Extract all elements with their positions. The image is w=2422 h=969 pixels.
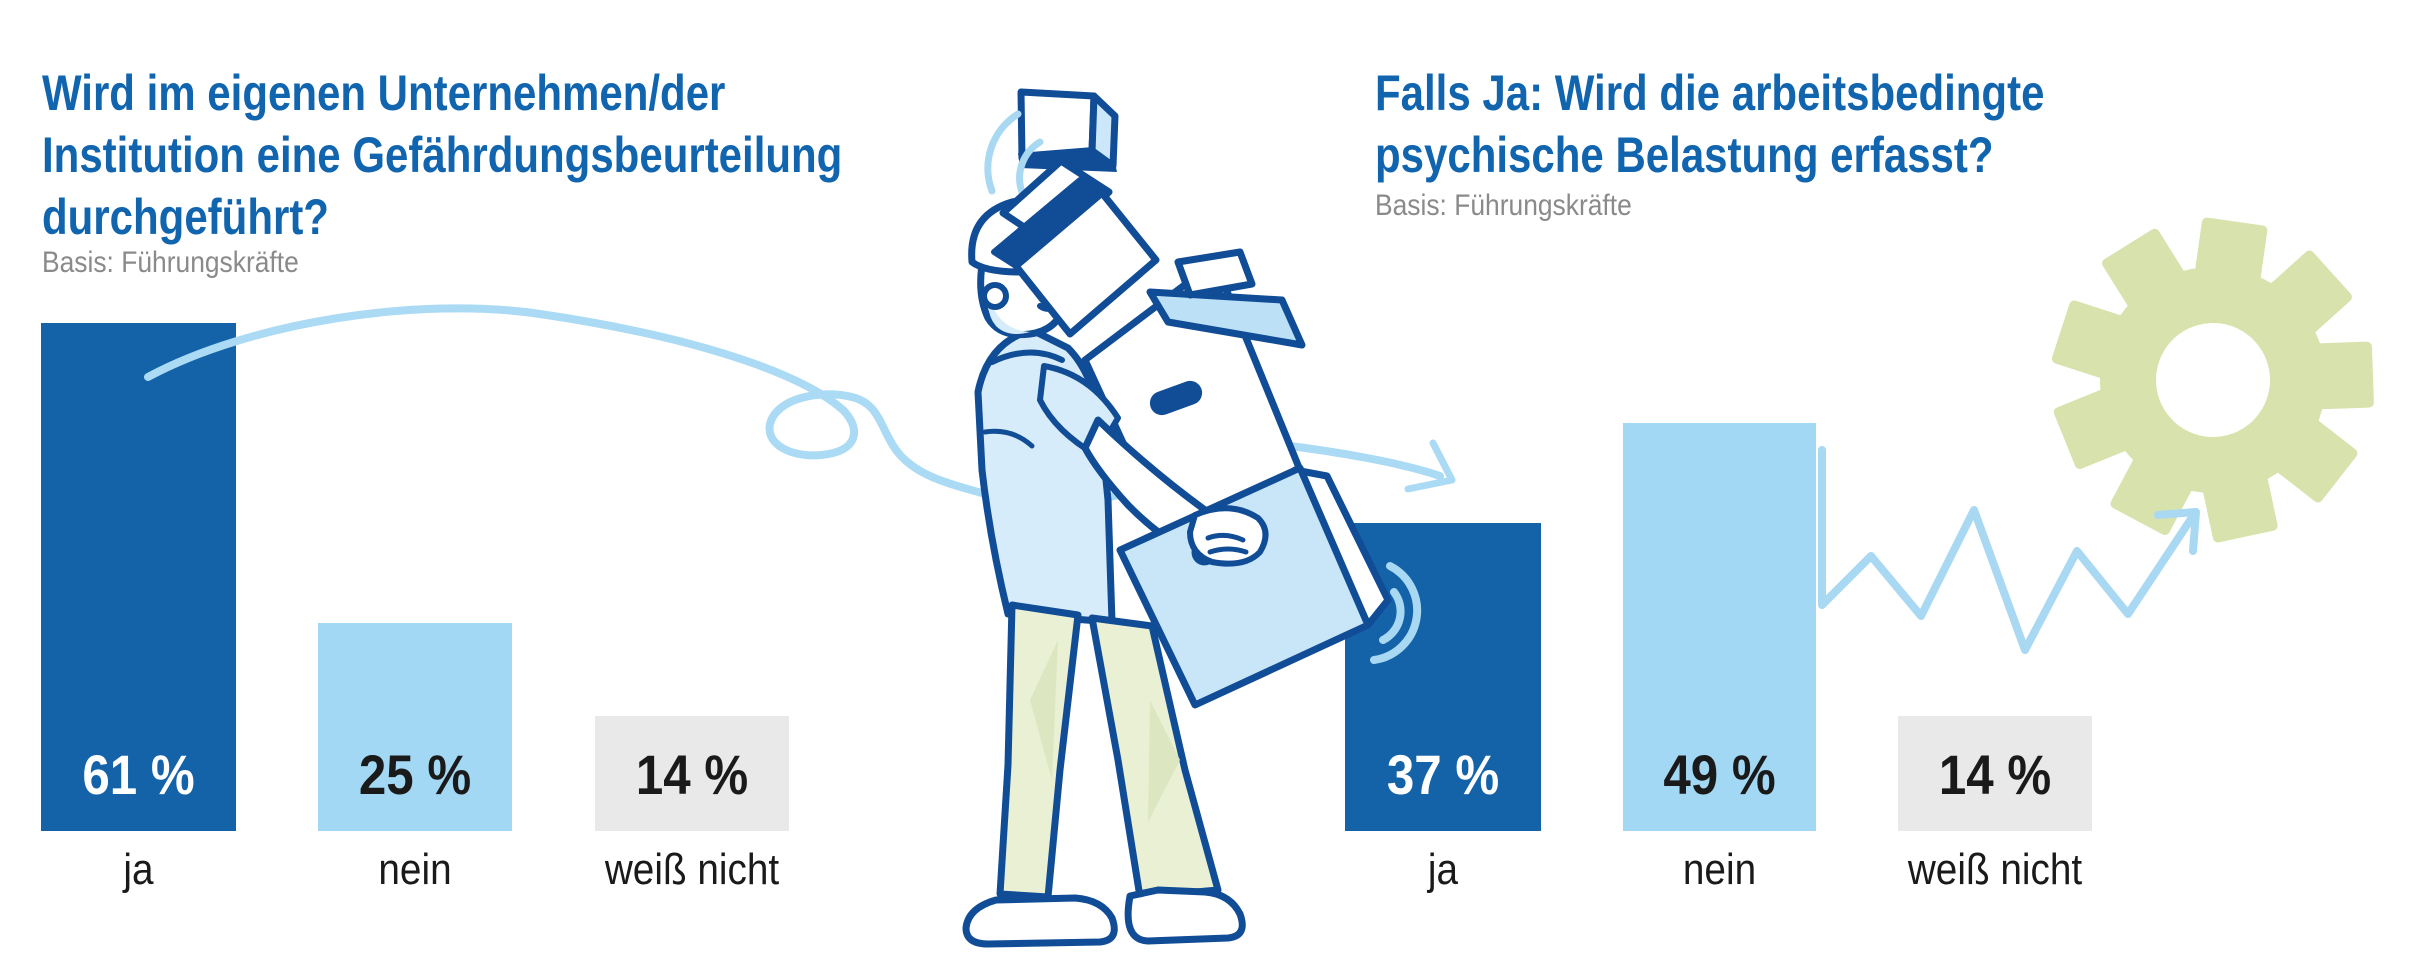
left-chart-title-line1: Wird im eigenen Unternehmen/der <box>42 65 726 121</box>
falling-box <box>1017 88 1119 172</box>
worker-mouth <box>1037 303 1057 312</box>
box-3 <box>1012 189 1160 338</box>
right-bar-weiss-nicht: 14 % <box>1898 716 2092 831</box>
right-chart-title-line2: psychische Belastung erfasst? <box>1375 127 1994 183</box>
right-category-ja: ja <box>1427 845 1459 894</box>
right-bar-weiss-nicht-value-label: 14 % <box>1938 743 2052 806</box>
box-4 <box>1081 248 1306 549</box>
worker-torso <box>974 326 1116 626</box>
left-bar-ja-value-label: 61 % <box>82 743 195 806</box>
left-bar-nein-value-label: 25 % <box>358 743 472 806</box>
worker-legs <box>996 601 1222 901</box>
right-bar-ja-value-label: 37 % <box>1386 743 1500 806</box>
worker-hand <box>1187 505 1269 567</box>
right-bar-nein: 49 % <box>1623 423 1816 831</box>
worker-ear <box>981 282 1009 310</box>
right-bar-ja: 37 % <box>1345 523 1541 831</box>
left-category-nein: nein <box>378 845 452 894</box>
left-chart-title-line2: Institution eine Gefährdungsbeurteilung <box>42 127 843 183</box>
right-bar-nein-value-label: 49 % <box>1663 743 1776 806</box>
falling-box-motion-arcs-icon <box>984 110 1044 196</box>
left-category-ja: ja <box>123 845 154 894</box>
worker-closed-eye <box>1029 269 1053 279</box>
worker-head <box>968 196 1094 339</box>
right-chart-basis-label: Basis: Führungskräfte <box>1375 189 1632 222</box>
right-category-nein: nein <box>1682 845 1757 894</box>
left-chart-title-line3: durchgeführt? <box>42 189 329 245</box>
zigzag-arrow-icon <box>1818 446 2200 654</box>
box-4-handle <box>1149 380 1203 416</box>
left-category-weiss-nicht: weiß nicht <box>604 845 780 894</box>
right-chart-title: Falls Ja: Wird die arbeitsbedingte psych… <box>1375 62 2044 186</box>
left-bar-weiss-nicht-value-label: 14 % <box>635 743 749 806</box>
box-2 <box>999 157 1113 249</box>
held-box-handle <box>1191 524 1253 566</box>
worker-cap <box>968 196 1094 276</box>
left-bar-nein: 25 % <box>318 623 512 831</box>
gear-icon <box>2051 217 2374 543</box>
left-chart-basis-label: Basis: Führungskräfte <box>42 246 299 279</box>
swoosh-arrow-icon <box>144 304 1456 508</box>
box-3-side <box>991 177 1105 269</box>
worker-arm <box>1081 416 1262 574</box>
left-bar-ja: 61 % <box>41 323 236 831</box>
left-bar-weiss-nicht: 14 % <box>595 716 789 831</box>
right-category-weiss-nicht: weiß nicht <box>1907 845 2083 894</box>
worker-shoes <box>962 886 1246 948</box>
left-chart-title: Wird im eigenen Unternehmen/der Institut… <box>42 62 842 248</box>
worker-sleeve <box>1037 363 1121 458</box>
right-chart-title-line1: Falls Ja: Wird die arbeitsbedingte <box>1375 65 2045 121</box>
